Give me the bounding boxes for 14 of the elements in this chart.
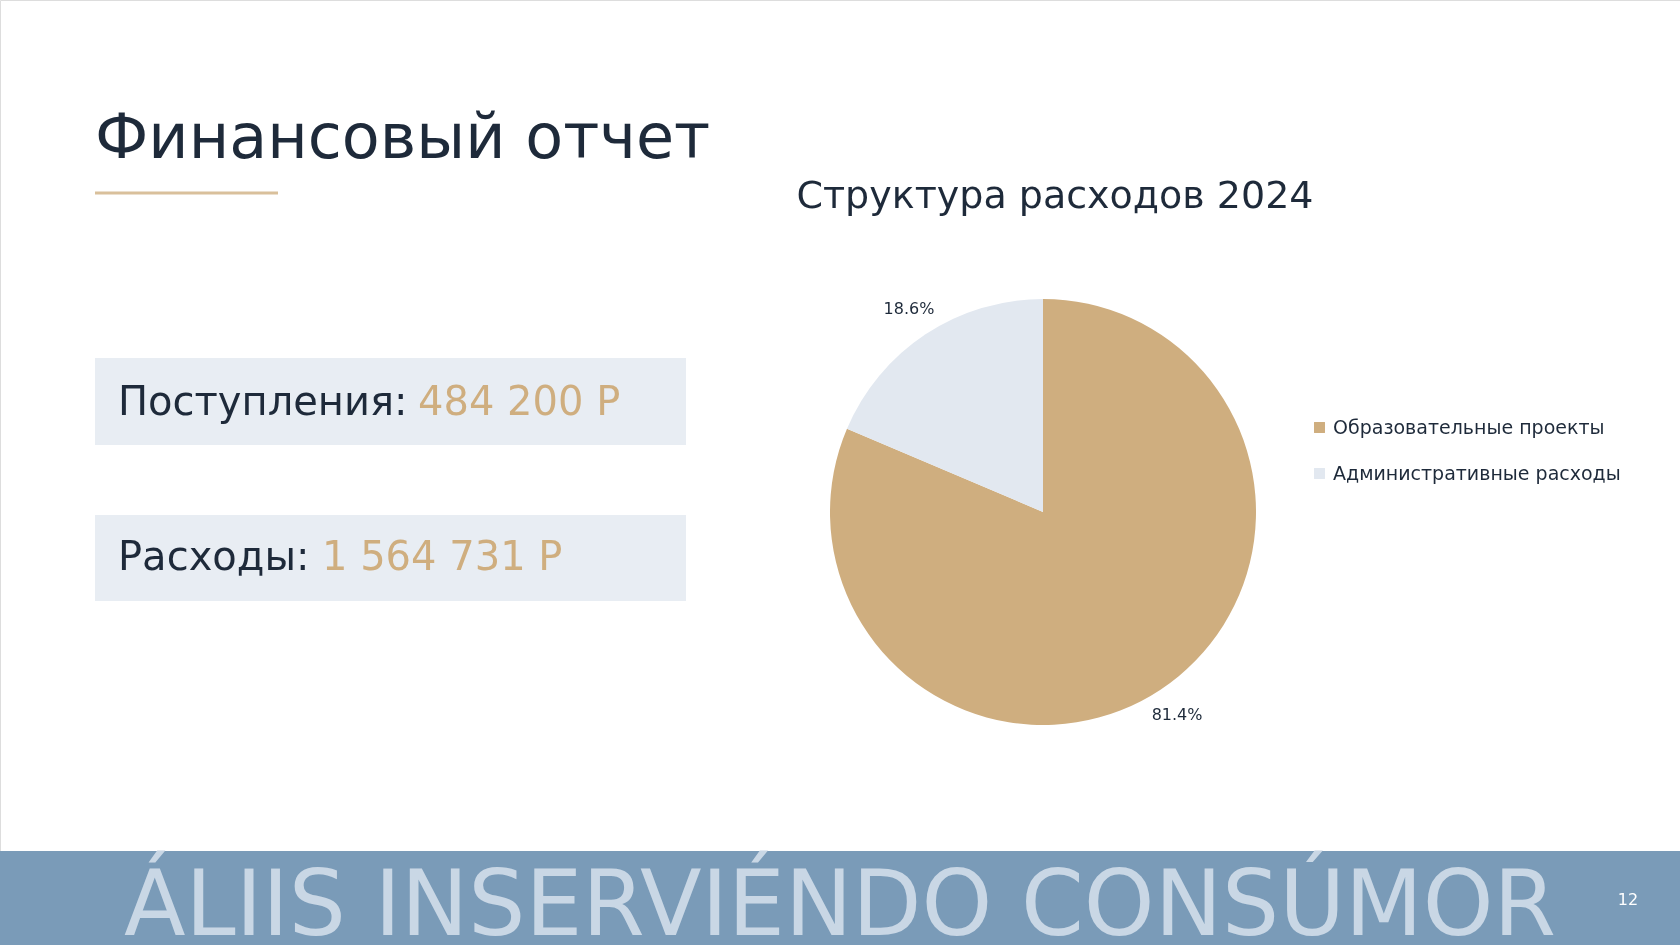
- text: 12: [1617, 890, 1639, 909]
- pie-slice: [846, 299, 1043, 512]
- legend-label: Административные расходы: [1333, 461, 1621, 484]
- text: Поступления:: [118, 378, 408, 424]
- text: 1 564 731 Р: [322, 533, 563, 579]
- chart-title: Финансовый отчет: [95, 100, 711, 173]
- data-label: 18.6%: [883, 299, 935, 319]
- chart-subtitle: Структура расходов 2024: [796, 173, 1314, 217]
- data-label: 81.4%: [1151, 704, 1203, 724]
- text: ÁLIIS INSERVIÉNDO CONSÚMOR: [123, 850, 1557, 945]
- text: 484 200 Р: [418, 378, 621, 424]
- text: Расходы:: [118, 533, 310, 579]
- pie-slice: [830, 299, 1256, 725]
- legend-label: Образовательные проекты: [1333, 415, 1605, 438]
